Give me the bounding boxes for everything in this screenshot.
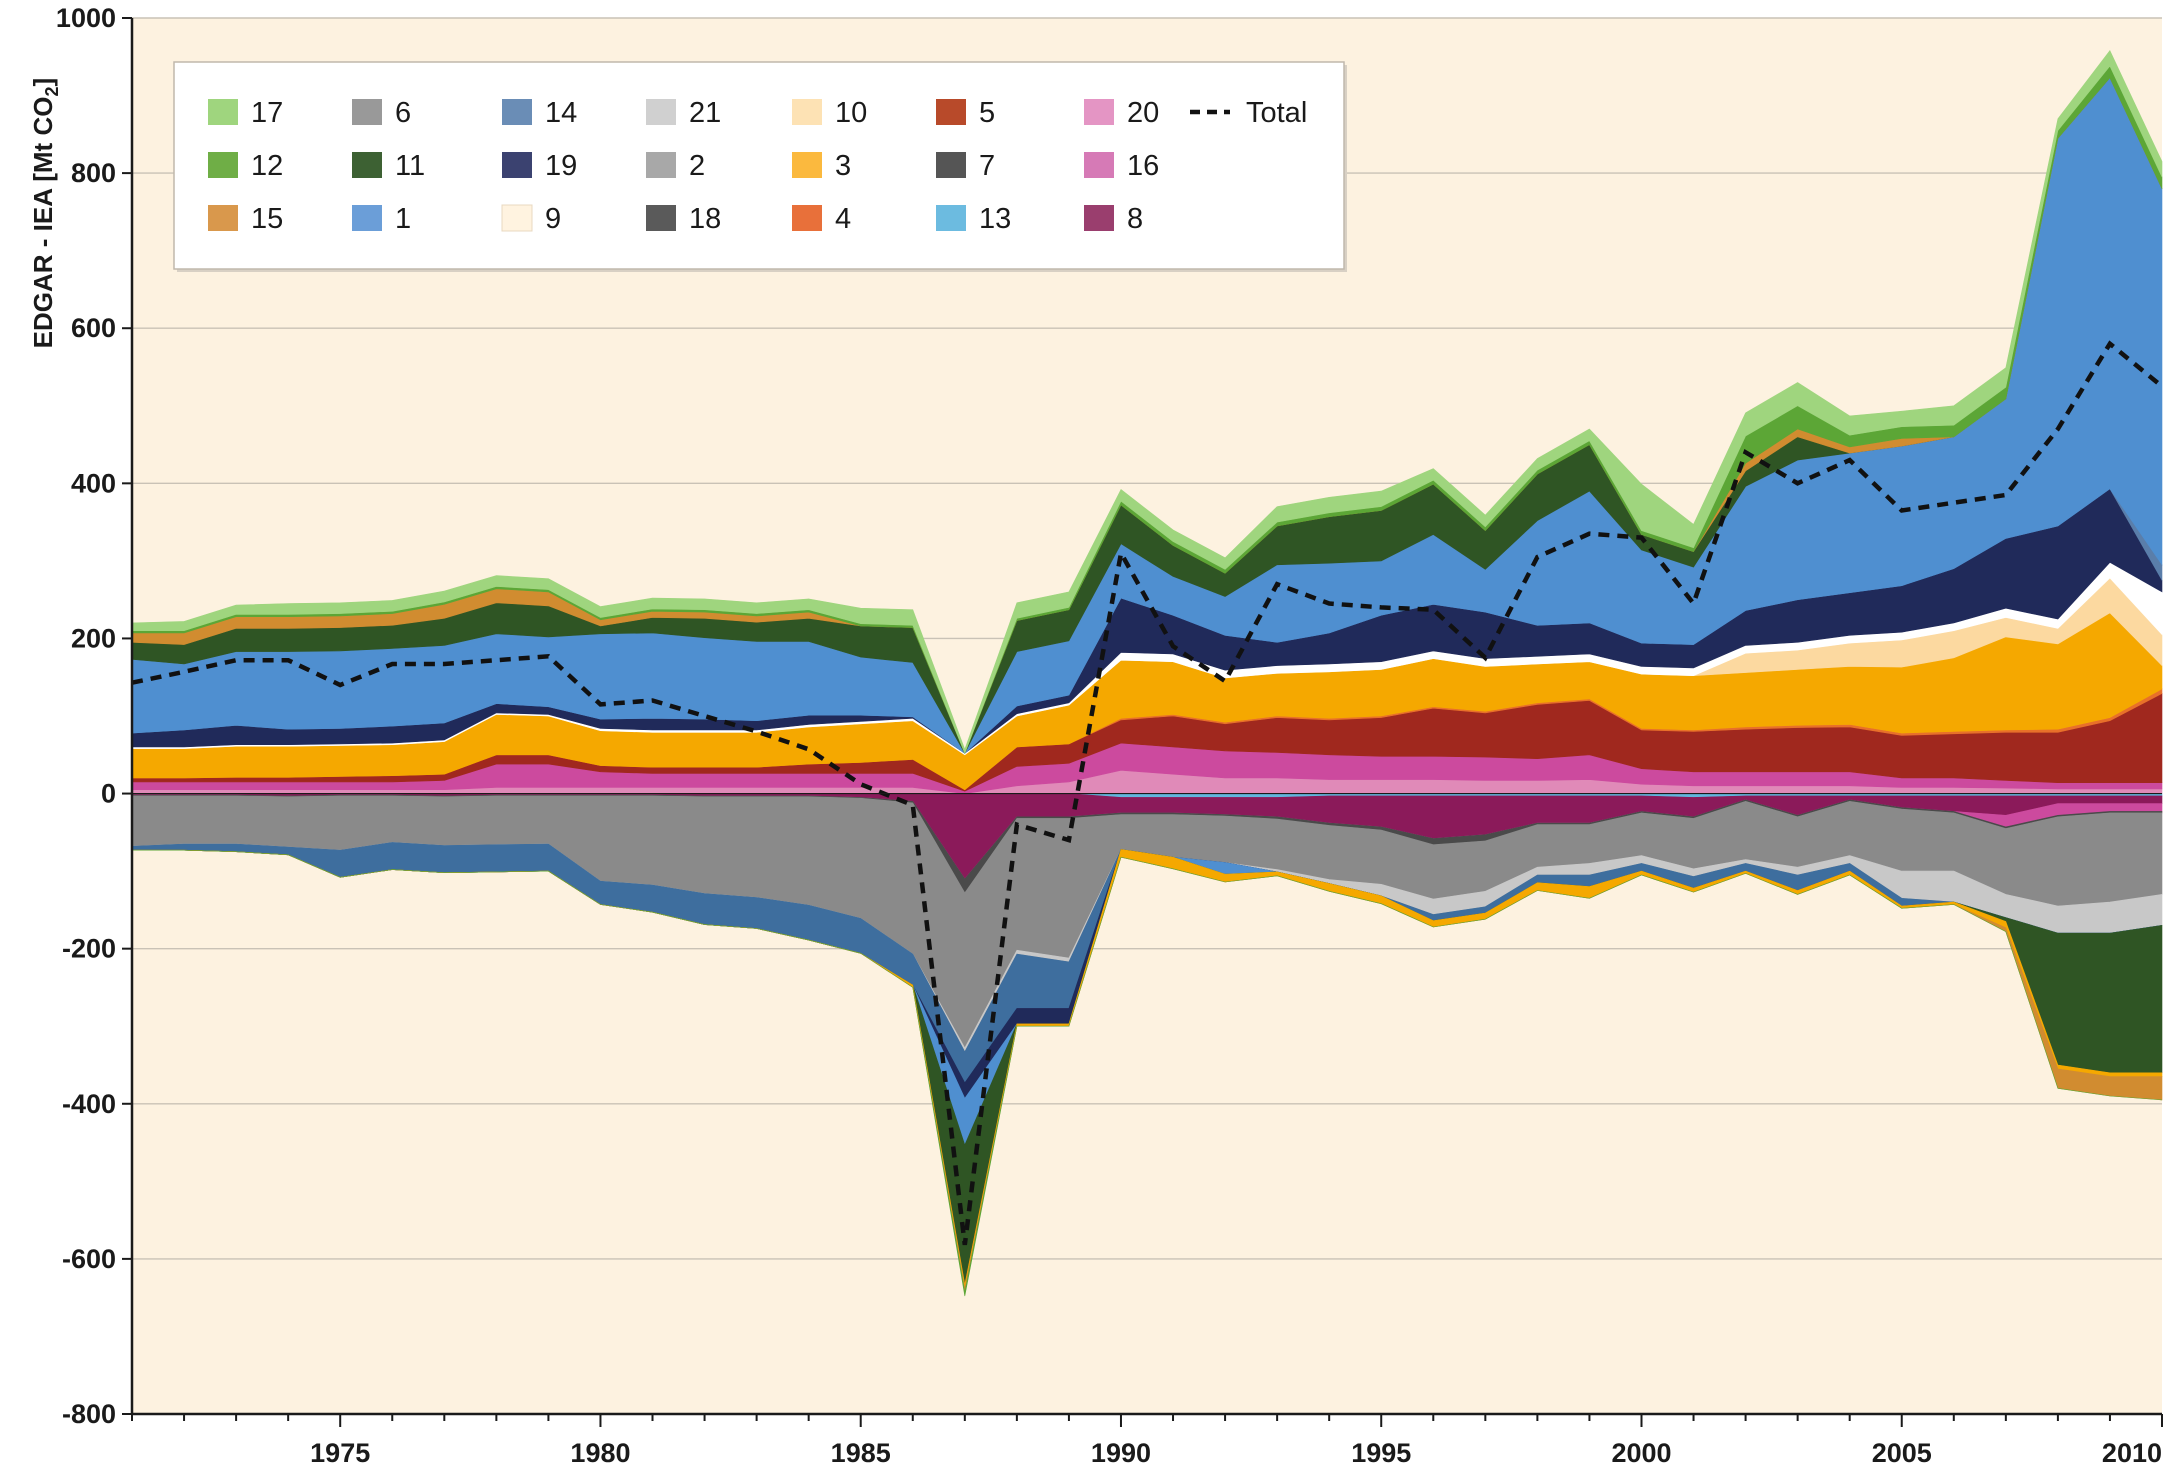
legend-label-16: 16 (1127, 150, 1159, 182)
legend-label-3: 3 (835, 150, 851, 182)
legend-swatch-9 (501, 204, 533, 232)
legend-swatch-16 (1084, 152, 1114, 178)
legend-swatch-2 (646, 152, 676, 178)
legend-label-2: 2 (689, 150, 705, 182)
y-tick-label: 200 (71, 623, 116, 653)
y-axis-label-close: ] (28, 78, 58, 87)
x-tick-label: 2005 (1872, 1438, 1932, 1468)
y-tick-label: 0 (101, 779, 116, 809)
legend-label-6: 6 (395, 97, 411, 129)
legend-label-4: 4 (835, 203, 851, 235)
x-tick-label: 1980 (570, 1438, 630, 1468)
area-series-17 (131, 50, 2163, 755)
legend-swatch-12 (208, 152, 238, 178)
y-tick-label: 400 (71, 468, 116, 498)
legend-swatch-20 (1084, 99, 1114, 125)
legend-swatch-21 (646, 99, 676, 125)
area-series-12 (132, 849, 2163, 1297)
legend-swatch-4 (792, 205, 822, 231)
total-line (131, 340, 2164, 1246)
legend-swatch-13 (936, 205, 966, 231)
x-tick-label: 1995 (1351, 1438, 1411, 1468)
legend-swatch-17 (208, 99, 238, 125)
negative-areas (131, 793, 2163, 1297)
legend-label-9: 9 (545, 203, 561, 235)
y-tick-label: 600 (71, 313, 116, 343)
legend-label-11: 11 (395, 150, 425, 182)
x-tick-labels: 1975 1980 1985 1990 1995 2000 2005 2010 (131, 1414, 2163, 1468)
y-tick-label: -600 (62, 1244, 116, 1274)
legend-label-12: 12 (251, 150, 283, 182)
x-tick-label: 2010 (2102, 1438, 2162, 1468)
y-tick-label: -800 (62, 1399, 116, 1429)
legend-swatch-8 (1084, 205, 1114, 231)
legend-label-7: 7 (979, 150, 995, 182)
y-tick-labels: 1000 800 600 400 200 0 -200 -400 -600 -800 (56, 3, 132, 1429)
legend-swatch-18 (646, 205, 676, 231)
legend-label-5: 5 (979, 97, 995, 129)
x-tick-label: 1975 (310, 1438, 370, 1468)
legend-label-19: 19 (545, 150, 577, 182)
legend-swatch-5 (936, 99, 966, 125)
y-tick-label: 1000 (56, 3, 116, 33)
legend-label-15: 15 (251, 203, 283, 235)
legend-label-14: 14 (545, 97, 577, 129)
legend-label-total: Total (1246, 97, 1307, 129)
legend-swatch-6 (352, 99, 382, 125)
legend-swatch-7 (936, 152, 966, 178)
axes (130, 18, 2162, 1416)
x-tick-label: 2000 (1611, 1438, 1671, 1468)
y-tick-label: 800 (71, 158, 116, 188)
legend-label-18: 18 (689, 203, 721, 235)
x-tick-label: 1985 (831, 1438, 891, 1468)
legend-label-10: 10 (835, 97, 867, 129)
y-tick-label: -200 (62, 934, 116, 964)
legend-label-20: 20 (1127, 97, 1159, 129)
legend-swatch-14 (502, 99, 532, 125)
y-axis-label-subscript: 2 (42, 87, 62, 97)
y-axis-label-main: EDGAR - IEA [Mt CO (28, 97, 58, 349)
legend-swatch-1 (352, 205, 382, 231)
y-tick-label: -400 (62, 1089, 116, 1119)
legend-label-17: 17 (251, 97, 283, 129)
legend-swatch-15 (208, 205, 238, 231)
x-tick-label: 1990 (1091, 1438, 1151, 1468)
y-axis-label: EDGAR - IEA [Mt CO2] (28, 78, 62, 349)
legend-label-13: 13 (979, 203, 1011, 235)
legend-label-21: 21 (689, 97, 721, 129)
legend-swatch-3 (792, 152, 822, 178)
legend-label-1: 1 (395, 203, 411, 235)
legend-label-8: 8 (1127, 203, 1143, 235)
legend-swatch-19 (502, 152, 532, 178)
legend-swatch-11 (352, 152, 382, 178)
legend-swatch-10 (792, 99, 822, 125)
positive-areas (131, 50, 2163, 794)
legend-box (173, 61, 1345, 270)
